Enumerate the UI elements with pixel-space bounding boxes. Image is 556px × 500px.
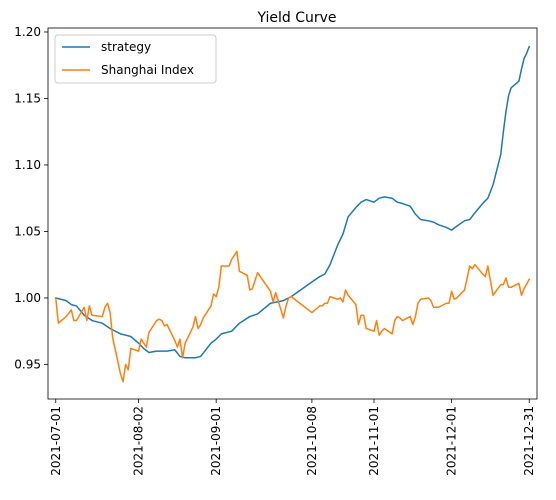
y-axis: 0.95 1.00 1.05 1.10 1.15 1.20	[14, 25, 48, 371]
series-lines	[54, 45, 531, 383]
series-line-shanghai-index	[54, 250, 531, 383]
x-tick-label: 2021-11-01	[367, 406, 381, 476]
x-tick-label: 2021-12-31	[522, 406, 536, 476]
y-tick-label: 1.20	[14, 25, 41, 39]
plot-area	[47, 27, 538, 400]
y-tick-label: 1.00	[14, 291, 41, 305]
x-tick-label: 2021-08-02	[132, 406, 146, 476]
x-tick-label: 2021-07-01	[49, 406, 63, 476]
y-tick-label: 1.15	[14, 91, 41, 105]
x-tick-label: 2021-10-08	[305, 406, 319, 476]
legend: strategy Shanghai Index	[54, 34, 217, 84]
x-tick-label: 2021-09-01	[209, 406, 223, 476]
series-line-strategy	[54, 45, 531, 359]
legend-label-shanghai-index: Shanghai Index	[101, 63, 194, 77]
chart-title: Yield Curve	[256, 10, 336, 26]
x-axis: 2021-07-01 2021-08-02 2021-09-01 2021-10-08…	[49, 399, 536, 476]
legend-label-strategy: strategy	[101, 40, 151, 54]
y-tick-label: 0.95	[14, 357, 41, 371]
axes-frame	[47, 27, 538, 400]
x-tick-label: 2021-12-01	[445, 406, 459, 476]
legend-frame	[54, 34, 217, 84]
y-tick-label: 1.05	[14, 224, 41, 238]
y-tick-label: 1.10	[14, 158, 41, 172]
